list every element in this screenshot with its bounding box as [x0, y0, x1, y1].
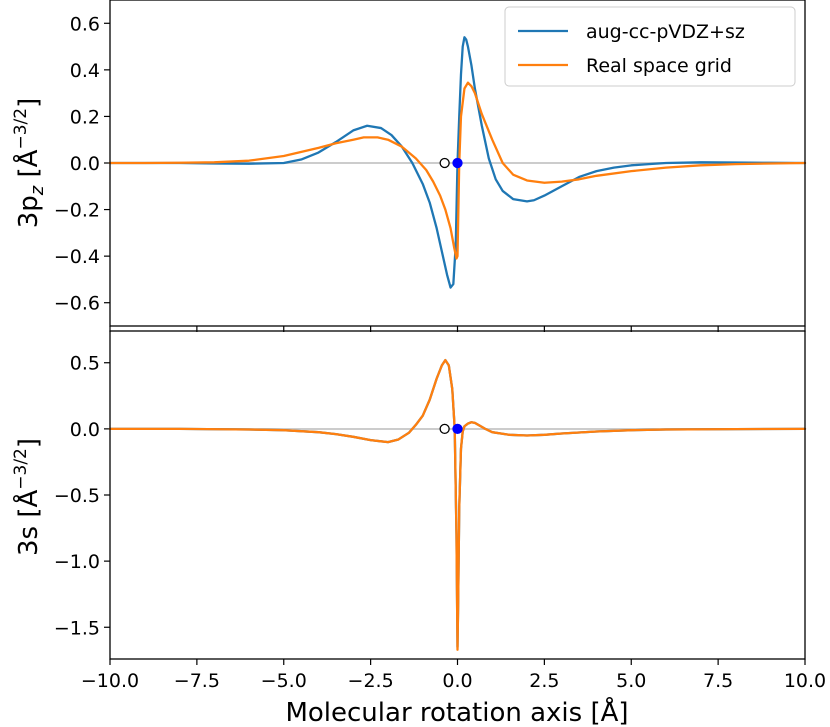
y-tick-label: −0.4	[54, 246, 100, 268]
x-tick-label: 2.5	[529, 670, 559, 692]
open-circle-marker	[439, 157, 450, 169]
y-axis-label: 3s [Å−3/2]	[11, 438, 44, 556]
series-line-real-space-grid	[108, 81, 807, 260]
x-ticks: −10.0 −7.5 −5.0 −2.5 0.0 2.5 5.0 7.5 10.0	[81, 659, 826, 692]
legend: aug-cc-pVDZ+sz Real space grid	[504, 6, 796, 87]
x-tick-label: −7.5	[174, 670, 220, 692]
x-tick-label: 0.0	[442, 670, 472, 692]
y-tick-label: 0.0	[70, 419, 100, 441]
y-axis-label: 3pz [Å−3/2]	[11, 98, 48, 228]
panel-top: −0.6 −0.4 −0.2 0.0 0.2 0.4 0.6 3pz [Å−3/2] aug…	[11, 0, 807, 332]
filled-circle-marker	[452, 157, 463, 169]
x-tick-label: 7.5	[703, 670, 733, 692]
markers-group	[439, 423, 463, 435]
legend-label-aug-cc: aug-cc-pVDZ+sz	[586, 21, 745, 43]
panel-bottom: −1.5 −1.0 −0.5 0.0 0.5 −10.0 −7.5 −5.0 −2.5 0.0 2…	[11, 330, 826, 727]
y-tick-label: −1.5	[54, 617, 100, 639]
y-tick-label: 0.4	[70, 60, 100, 82]
series-group	[108, 36, 807, 289]
plot-frame	[109, 330, 806, 660]
y-tick-label: 0.0	[70, 153, 100, 175]
x-tick-label: −5.0	[261, 670, 307, 692]
y-tick-label: −0.5	[54, 485, 100, 507]
series-group	[108, 358, 807, 651]
y-ticks: −1.5 −1.0 −0.5 0.0 0.5	[54, 353, 110, 639]
plot-frame	[109, 0, 806, 327]
x-tick-label: 10.0	[784, 670, 826, 692]
series-line-aug-cc-pvdz-sz	[108, 36, 807, 289]
y-tick-label: 0.6	[70, 13, 100, 35]
markers-group	[439, 157, 463, 169]
x-tick-label: 5.0	[616, 670, 646, 692]
y-tick-label: −1.0	[54, 551, 100, 573]
y-tick-label: −0.2	[54, 200, 100, 222]
y-tick-label: 0.5	[70, 353, 100, 375]
y-ticks: −0.6 −0.4 −0.2 0.0 0.2 0.4 0.6	[54, 13, 110, 315]
legend-label-real-space: Real space grid	[586, 55, 732, 77]
x-axis-label: Molecular rotation axis [Å]	[285, 696, 628, 727]
y-tick-label: −0.6	[54, 293, 100, 315]
legend-frame	[504, 6, 796, 87]
x-tick-label: −2.5	[348, 670, 394, 692]
series-line-real-space-grid	[108, 358, 807, 651]
open-circle-marker	[439, 423, 450, 435]
filled-circle-marker	[452, 423, 463, 435]
x-tick-label: −10.0	[81, 670, 139, 692]
y-tick-label: 0.2	[70, 106, 100, 128]
